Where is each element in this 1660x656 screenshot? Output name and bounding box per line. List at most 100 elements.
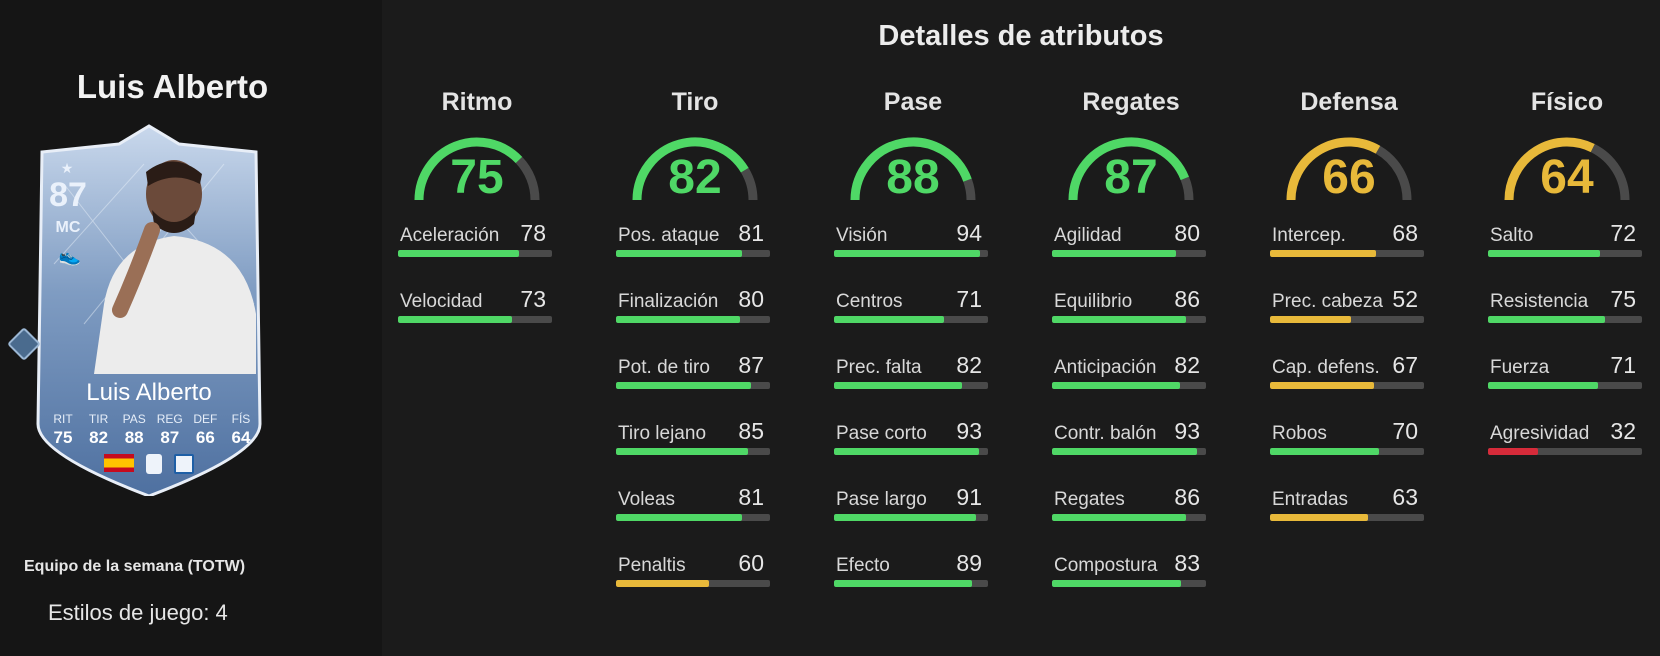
gauge-fill [414,137,523,201]
attribute-row: Cap. defens. 67 [1264,352,1434,418]
attribute-bar [1052,316,1206,323]
attribute-bar-fill [616,514,742,521]
category-name: Tiro [671,88,719,116]
attribute-name: Intercep. [1272,225,1346,246]
attribute-value: 63 [1392,484,1418,510]
attribute-value: 91 [956,484,982,510]
attribute-row: Entradas 63 [1264,484,1434,550]
attribute-bar-fill [616,382,752,389]
attribute-list: Intercep. 68 Prec. cabeza 52 Cap. defens. 67 R… [1264,220,1434,550]
attribute-name: Cap. defens. [1272,357,1380,378]
attribute-name: Equilibrio [1054,291,1133,312]
attribute-bar [834,316,988,323]
card-position: MC [55,219,81,236]
attribute-list: Aceleración 78 Velocidad 73 [392,220,562,352]
attribute-row: Aceleración 78 [392,220,562,286]
attribute-row: Resistencia 75 [1482,286,1652,352]
attribute-name: Pot. de tiro [618,357,710,378]
attribute-name: Pase corto [836,423,927,444]
gauge-fill [632,137,749,201]
attribute-bar [1488,250,1642,257]
attribute-bar-fill [616,448,749,455]
attribute-name: Efecto [836,555,890,576]
league-badge-icon [146,454,162,474]
attribute-bar-fill [834,250,981,257]
attribute-bar [1488,448,1642,455]
attribute-bar [1052,448,1206,455]
player-card[interactable]: ★ 87 MC 👟 Luis Alberto RIT 75 TIR 82 PAS 88… [24,124,274,496]
attribute-name: Aceleración [400,225,500,246]
attribute-value: 86 [1174,484,1200,510]
attribute-bar-fill [834,580,973,587]
card-stat: REG 87 [153,412,187,448]
card-stat-value: 64 [231,428,251,447]
attribute-row: Fuerza 71 [1482,352,1652,418]
attribute-bar-fill [1052,316,1186,323]
card-rating: 87 [49,176,87,214]
card-stat: FÍS 64 [224,412,258,448]
attribute-value: 86 [1174,286,1200,312]
card-background [36,124,262,496]
attribute-bar-fill [1270,316,1351,323]
attribute-value: 93 [956,418,982,444]
category-value: 66 [1322,151,1376,204]
gauge-track [515,156,540,201]
card-badges [24,454,274,474]
attribute-name: Agresividad [1490,423,1590,444]
card-stat-label: PAS [122,412,146,426]
category-0: Ritmo 75 Aceleración 78 Velocidad 73 [392,88,562,352]
attribute-row: Tiro lejano 85 [610,418,780,484]
attribute-row: Centros 71 [828,286,998,352]
attribute-name: Resistencia [1490,291,1589,312]
category-3: Regates 87 Agilidad 80 Equilibrio 86 Anticipac… [1046,88,1216,616]
card-stat-label: REG [156,412,183,426]
attribute-name: Pos. ataque [618,225,720,246]
attribute-name: Prec. cabeza [1272,291,1383,312]
attribute-value: 94 [956,220,982,246]
attribute-row: Compostura 83 [1046,550,1216,616]
attribute-list: Pos. ataque 81 Finalización 80 Pot. de tiro 8… [610,220,780,616]
attribute-row: Robos 70 [1264,418,1434,484]
attribute-name: Agilidad [1054,225,1122,246]
attribute-bar-fill [1052,448,1197,455]
gauge-track [1180,176,1194,201]
attribute-row: Prec. falta 82 [828,352,998,418]
attribute-name: Fuerza [1490,357,1550,378]
gauge-track [1590,144,1630,201]
attribute-bar-fill [1052,514,1186,521]
attribute-bar [1270,382,1424,389]
page-title: Detalles de atributos [878,20,1164,52]
attribute-value: 71 [956,286,982,312]
attribute-value: 70 [1392,418,1418,444]
card-stat: DEF 66 [188,412,222,448]
attribute-bar-fill [398,250,520,257]
category-5: Físico 64 Salto 72 Resistencia 75 Fuerza 71 Agre… [1482,88,1652,484]
category-value: 88 [886,151,940,204]
gauge-fill [1286,137,1381,201]
attribute-value: 78 [520,220,546,246]
category-gauge: 64 [1497,128,1637,208]
attribute-row: Pot. de tiro 87 [610,352,780,418]
card-stat-value: 88 [124,428,144,447]
attribute-bar-fill [834,448,979,455]
attribute-bar-fill [1488,382,1599,389]
category-1: Tiro 82 Pos. ataque 81 Finalización 80 Pot. de… [610,88,780,616]
attribute-bar [616,250,770,257]
category-value: 87 [1104,151,1158,204]
attribute-bar-fill [616,250,742,257]
attribute-name: Velocidad [400,291,483,312]
attribute-value: 60 [738,550,764,576]
card-stat-label: TIR [88,412,109,426]
attribute-bar-fill [616,580,710,587]
category-2: Pase 88 Visión 94 Centros 71 Prec. falta 82 Pase… [828,88,998,616]
attribute-row: Agilidad 80 [1046,220,1216,286]
playstyles-count: Estilos de juego: 4 [48,600,228,625]
boot-icon: 👟 [58,246,82,266]
attribute-bar-fill [1052,382,1180,389]
attribute-bar [834,250,988,257]
category-gauge: 66 [1279,128,1419,208]
attribute-bar [1270,250,1424,257]
attribute-bar [398,250,552,257]
card-stat-label: FÍS [231,412,251,426]
attribute-name: Pase largo [836,489,927,510]
